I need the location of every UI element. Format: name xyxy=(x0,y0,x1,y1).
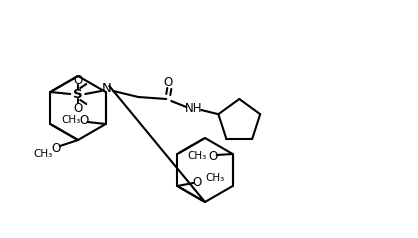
Text: CH₃: CH₃ xyxy=(33,149,53,159)
Text: O: O xyxy=(193,175,202,188)
Text: S: S xyxy=(74,88,83,100)
Text: O: O xyxy=(164,76,173,89)
Text: CH₃: CH₃ xyxy=(61,115,80,125)
Text: O: O xyxy=(79,114,88,127)
Text: O: O xyxy=(74,101,83,114)
Text: CH₃: CH₃ xyxy=(206,173,225,183)
Text: O: O xyxy=(208,149,217,163)
Text: O: O xyxy=(51,142,61,154)
Text: O: O xyxy=(74,74,83,86)
Text: CH₃: CH₃ xyxy=(187,151,206,161)
Text: N: N xyxy=(102,83,111,95)
Text: NH: NH xyxy=(184,103,202,115)
